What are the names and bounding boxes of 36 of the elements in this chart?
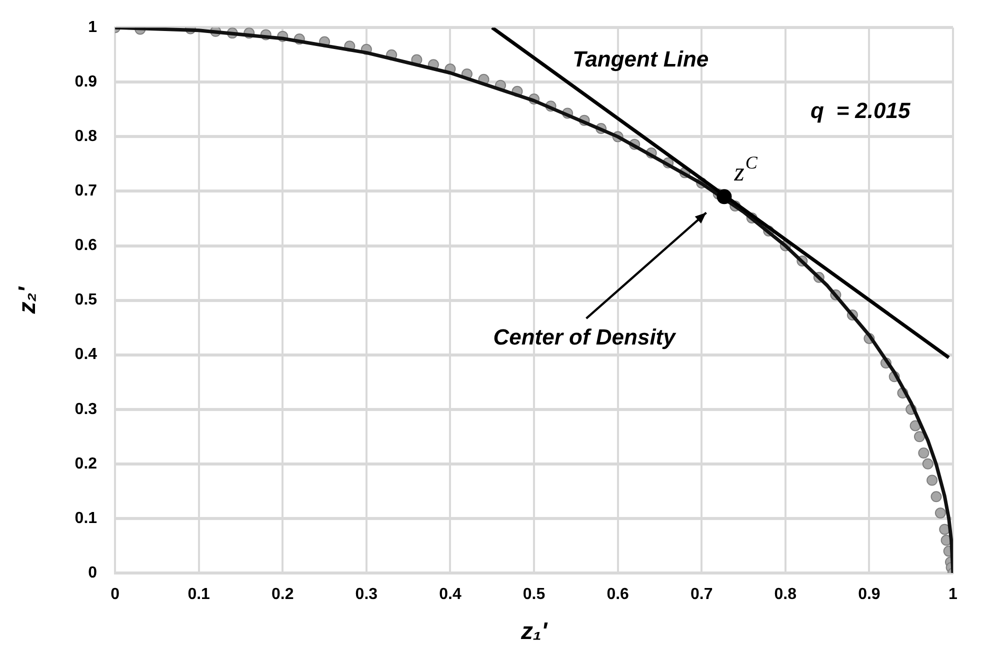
annotation: Tangent Line: [572, 46, 709, 72]
point: [926, 474, 938, 486]
annotation: q = 2.015: [810, 98, 911, 124]
x-tick-label: 0.2: [272, 586, 294, 604]
y-tick-label: 0.9: [74, 74, 98, 91]
point: [922, 458, 934, 470]
x-tick-label: 0: [110, 586, 120, 604]
x-tick-label: 0.8: [774, 586, 797, 604]
x-tick-label: 0.6: [606, 586, 630, 604]
point: [910, 420, 921, 432]
point: [918, 448, 930, 459]
y-tick-label: 0.3: [74, 400, 98, 418]
y-tick-label: 0.4: [74, 346, 98, 364]
y-tick-label: 0.7: [74, 182, 98, 200]
x-tick-label: 0.3: [355, 586, 378, 604]
y-tick-label: 0.6: [74, 237, 98, 254]
point: [939, 524, 950, 535]
x-tick-label: 0.1: [188, 586, 210, 604]
y-tick-label: 0: [88, 564, 98, 582]
x-tick-label: 1: [948, 586, 958, 604]
annotation: Center of Density: [493, 324, 678, 350]
point: [716, 189, 732, 204]
x-tick-label: 0.7: [690, 586, 713, 604]
y-axis-title: z₂': [14, 286, 42, 315]
point: [914, 431, 925, 442]
y-tick-label: 0.1: [74, 510, 98, 527]
x-tick-label: 0.9: [858, 586, 880, 604]
y-tick-label: 0.2: [74, 455, 98, 472]
y-tick-label: 0.8: [74, 128, 98, 146]
point: [934, 508, 946, 519]
x-tick-label: 0.4: [439, 586, 462, 604]
y-tick-label: 0.5: [74, 292, 98, 309]
y-tick-label: 1: [88, 19, 98, 36]
x-axis-title: z₁': [520, 618, 548, 646]
x-tick-label: 0.5: [522, 586, 546, 604]
point: [930, 491, 942, 502]
